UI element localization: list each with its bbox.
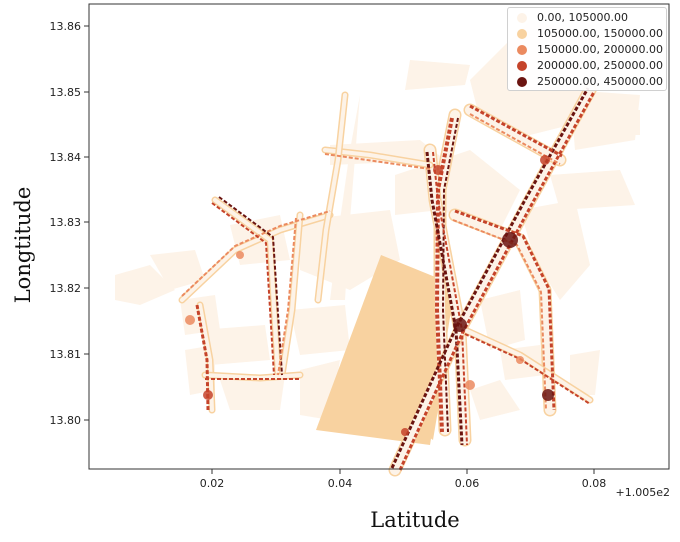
legend-swatch xyxy=(517,45,527,55)
parcel xyxy=(150,250,205,290)
y-tick-label: 13.86 xyxy=(50,20,82,33)
parcel-cluster xyxy=(433,165,443,175)
parcel-cluster xyxy=(203,390,213,400)
legend-item: 150000.00, 200000.00 xyxy=(508,42,666,58)
legend-swatch xyxy=(517,61,527,71)
parcel xyxy=(330,95,360,300)
y-tick-label: 13.82 xyxy=(50,282,82,295)
parcel xyxy=(290,305,350,355)
parcel xyxy=(480,290,525,350)
legend-label: 0.00, 105000.00 xyxy=(537,11,628,24)
road-edge-parcels xyxy=(454,209,556,411)
legend-item: 200000.00, 250000.00 xyxy=(508,58,666,74)
road-edge-parcels xyxy=(432,151,468,446)
x-tick-label: 0.08 xyxy=(582,477,607,490)
road-edge-parcels xyxy=(425,151,464,446)
axis-ticks: 0.02 0.04 0.06 0.08 13.80 13.81 13.82 13.83 13.8… xyxy=(50,20,607,490)
legend-swatch xyxy=(517,29,527,39)
road-edge-parcels xyxy=(469,104,563,158)
y-tick-label: 13.81 xyxy=(50,348,82,361)
parcel-cluster xyxy=(236,251,244,259)
parcel xyxy=(520,200,590,300)
road-corridor xyxy=(390,85,595,475)
legend-swatch xyxy=(517,13,527,23)
parcel xyxy=(550,170,635,210)
parcel xyxy=(470,380,520,420)
parcel xyxy=(570,350,600,395)
legend-item: 250000.00, 450000.00 xyxy=(508,74,666,90)
road-edge-parcels xyxy=(277,217,297,376)
legend-label: 150000.00, 200000.00 xyxy=(537,43,663,56)
road-corridor xyxy=(425,145,470,445)
x-tick-label: 0.04 xyxy=(328,477,353,490)
road-corridor xyxy=(213,198,280,377)
parcel-cluster xyxy=(516,356,524,364)
road-corridor xyxy=(465,105,565,165)
parcel-cluster xyxy=(540,155,550,165)
road-edge-parcels xyxy=(218,196,283,376)
x-axis-offset-label: +1.005e2 xyxy=(615,486,670,499)
road-edge-parcels xyxy=(435,117,454,433)
parcel xyxy=(115,265,175,305)
legend-label: 250000.00, 450000.00 xyxy=(537,75,663,88)
road-edge-parcels xyxy=(452,219,547,411)
road-corridor xyxy=(316,93,347,302)
legend-label: 200000.00, 250000.00 xyxy=(537,59,663,72)
y-tick-label: 13.85 xyxy=(50,86,82,99)
parcel-cluster xyxy=(401,428,409,436)
road-corridor xyxy=(450,210,555,415)
parcel xyxy=(405,60,470,90)
parcel-cluster xyxy=(502,232,518,248)
parcel-cluster xyxy=(185,315,195,325)
parcel xyxy=(316,255,455,445)
y-tick-label: 13.84 xyxy=(50,151,82,164)
road-edge-parcels xyxy=(211,202,275,376)
road-corridor xyxy=(180,213,332,302)
y-tick-label: 13.80 xyxy=(50,414,82,427)
parcel xyxy=(610,110,640,135)
legend: 0.00, 105000.00 105000.00, 150000.00 150… xyxy=(507,7,667,91)
road-edge-parcels xyxy=(390,87,590,469)
road-edge-parcels xyxy=(195,304,210,411)
legend-swatch xyxy=(517,77,527,87)
road-corridor xyxy=(463,328,592,402)
legend-item: 105000.00, 150000.00 xyxy=(508,26,666,42)
legend-item: 0.00, 105000.00 xyxy=(508,10,666,26)
x-axis-label: Latitude xyxy=(370,508,460,532)
y-tick-label: 13.83 xyxy=(50,216,82,229)
parcel-cluster xyxy=(465,380,475,390)
plot-frame xyxy=(88,3,670,470)
parcel-cluster xyxy=(542,389,554,401)
x-tick-label: 0.06 xyxy=(455,477,480,490)
map-parcels xyxy=(115,20,640,477)
x-tick-label: 0.02 xyxy=(200,477,225,490)
parcel xyxy=(200,325,270,365)
parcel xyxy=(220,375,285,410)
legend-label: 105000.00, 150000.00 xyxy=(537,27,663,40)
road-corridor xyxy=(280,213,302,377)
parcel xyxy=(330,140,445,165)
parcel-cluster xyxy=(453,318,467,332)
y-axis-label: Longtitude xyxy=(11,186,35,304)
road-edge-parcels xyxy=(398,91,596,471)
